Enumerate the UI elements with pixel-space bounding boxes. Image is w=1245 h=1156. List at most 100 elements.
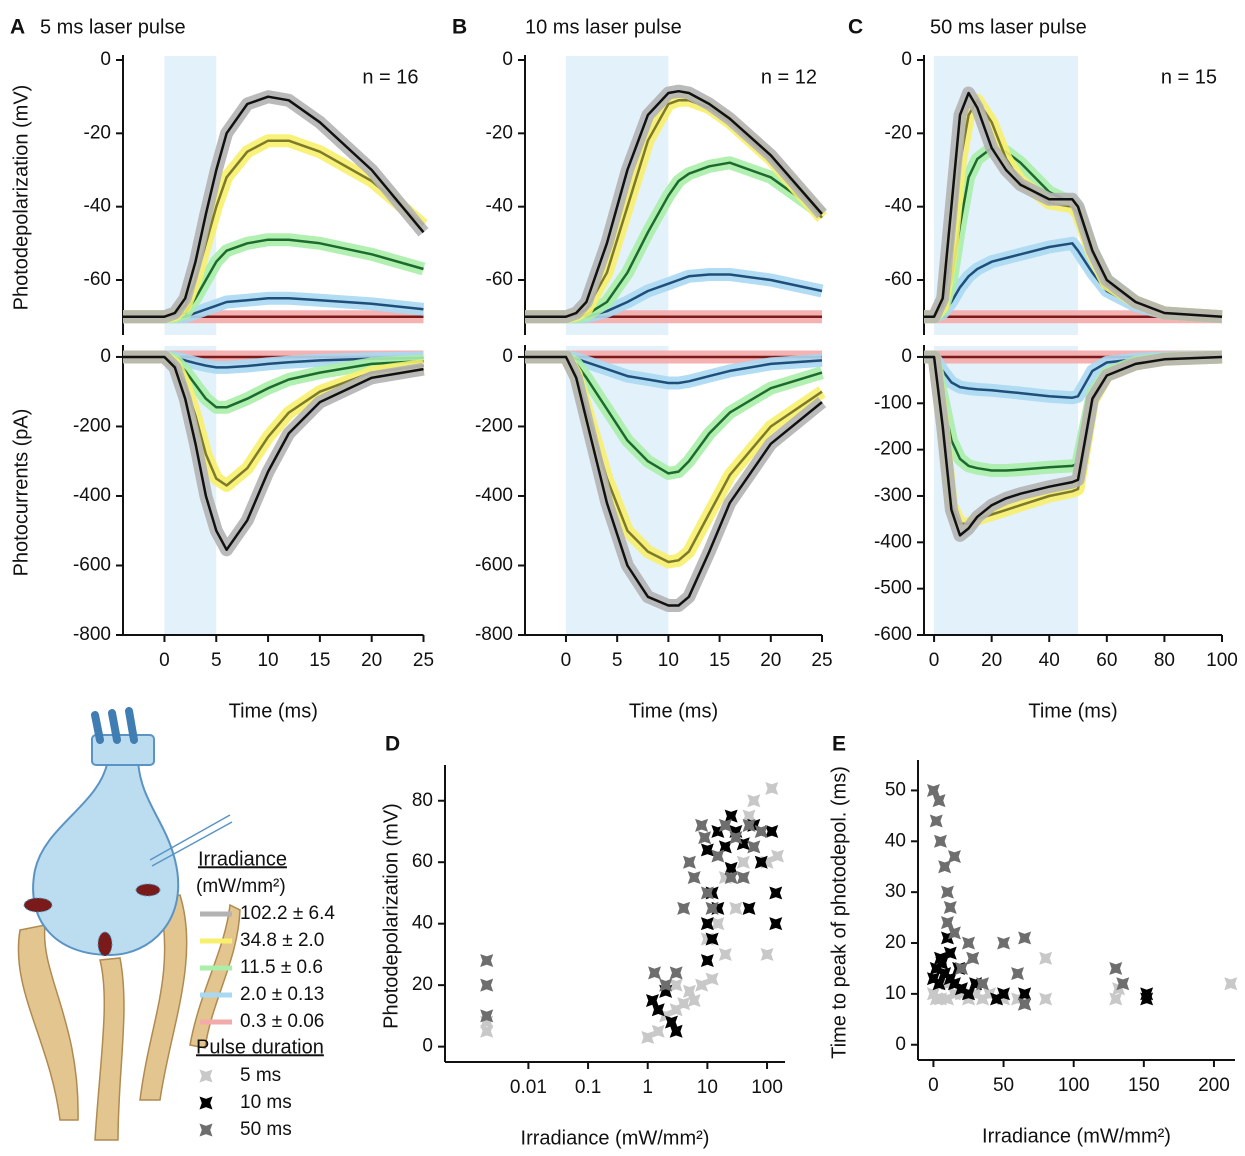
point bbox=[947, 850, 961, 864]
point bbox=[736, 855, 750, 869]
x-tick-label: 40 bbox=[1039, 650, 1060, 671]
y-tick-label: -600 bbox=[73, 555, 111, 576]
x-tick-label: 60 bbox=[1096, 650, 1117, 671]
y-tick-label: -500 bbox=[874, 578, 912, 599]
y-tick-label: 40 bbox=[412, 913, 433, 934]
point bbox=[938, 860, 952, 874]
point bbox=[729, 901, 743, 915]
x-tick-label: 15 bbox=[309, 650, 330, 671]
y-tick-label: -40 bbox=[885, 196, 912, 217]
point bbox=[700, 917, 714, 931]
x-tick-label: 20 bbox=[760, 650, 781, 671]
point bbox=[677, 997, 691, 1011]
point bbox=[997, 936, 1011, 950]
point bbox=[765, 824, 779, 838]
y-tick-label: -600 bbox=[874, 624, 912, 645]
point bbox=[997, 987, 1011, 1001]
point bbox=[926, 783, 940, 797]
point bbox=[1011, 967, 1025, 981]
x-tick-label: 0 bbox=[159, 650, 170, 671]
point bbox=[943, 900, 957, 914]
point bbox=[932, 794, 946, 808]
x-tick-label: 100 bbox=[1206, 650, 1238, 671]
point bbox=[645, 994, 659, 1008]
pulse-legend: Pulse duration 5 ms 10 ms 50 ms bbox=[196, 1036, 324, 1140]
x-tick-label: 25 bbox=[413, 650, 434, 671]
point bbox=[771, 849, 785, 863]
y-tick-label: 60 bbox=[412, 851, 433, 872]
legend-label: 11.5 ± 0.6 bbox=[240, 957, 323, 978]
x-tick-label: 80 bbox=[1154, 650, 1175, 671]
panel-letter: B bbox=[452, 16, 467, 39]
point bbox=[641, 1031, 655, 1044]
dendrite bbox=[17, 924, 79, 1121]
point bbox=[932, 977, 946, 991]
x-axis-label: Irradiance (mW/mm²) bbox=[982, 1125, 1171, 1147]
point bbox=[933, 834, 947, 848]
point bbox=[754, 824, 768, 838]
dendrite bbox=[139, 894, 188, 1101]
point bbox=[1018, 987, 1032, 1001]
y-tick-label: -40 bbox=[84, 196, 111, 217]
y-tick-label: 10 bbox=[885, 983, 906, 1004]
x-tick-label: 100 bbox=[1058, 1075, 1090, 1096]
y-tick-label: -400 bbox=[73, 485, 111, 506]
point bbox=[976, 977, 990, 991]
point bbox=[760, 947, 774, 961]
point bbox=[966, 951, 980, 965]
point bbox=[480, 1009, 494, 1023]
terminal bbox=[97, 931, 113, 957]
y-tick-label: 0 bbox=[502, 346, 513, 367]
point bbox=[648, 966, 662, 980]
point bbox=[687, 994, 701, 1008]
y-axis-label: Photodepolarization (mV) bbox=[380, 803, 402, 1029]
y-tick-label: 20 bbox=[412, 974, 433, 995]
point bbox=[683, 984, 696, 998]
x-tick-label: 0.01 bbox=[510, 1077, 547, 1098]
legend-title: Pulse duration bbox=[196, 1036, 324, 1058]
x-tick-label: 15 bbox=[709, 650, 730, 671]
point bbox=[754, 855, 768, 869]
y-tick-label: 0 bbox=[901, 346, 912, 367]
y-tick-label: -800 bbox=[73, 624, 111, 645]
point bbox=[659, 978, 673, 992]
point bbox=[677, 901, 691, 915]
x-tick-label: 150 bbox=[1128, 1075, 1160, 1096]
dendrite bbox=[94, 957, 125, 1141]
point bbox=[651, 1024, 665, 1038]
point bbox=[1039, 992, 1053, 1006]
y-tick-label: -800 bbox=[475, 624, 513, 645]
y-tick-label: -40 bbox=[486, 196, 513, 217]
point bbox=[1039, 951, 1053, 965]
y-axis-label: Photocurrents (pA) bbox=[10, 409, 32, 577]
series-line bbox=[123, 355, 424, 552]
y-tick-label: 50 bbox=[885, 779, 906, 800]
x-tick-label: 0 bbox=[561, 650, 572, 671]
point bbox=[736, 871, 750, 884]
point bbox=[480, 954, 494, 968]
point bbox=[718, 818, 732, 832]
point bbox=[940, 885, 954, 899]
x-tick-label: 25 bbox=[811, 650, 832, 671]
legend-unit: (mW/mm²) bbox=[196, 876, 286, 897]
panel: 0 10 20 30 40 50 0 50 100 150 200 E Time to peak of … bbox=[828, 733, 1238, 1147]
x-axis-label: Time (ms) bbox=[229, 700, 318, 722]
point bbox=[700, 886, 714, 900]
panel-title: 50 ms laser pulse bbox=[930, 16, 1087, 38]
point bbox=[943, 972, 957, 986]
point bbox=[705, 932, 719, 946]
neck bbox=[91, 734, 155, 766]
annotation: n = 16 bbox=[362, 66, 418, 88]
point bbox=[765, 781, 779, 795]
legend-label: 50 ms bbox=[240, 1119, 292, 1140]
y-tick-label: 0 bbox=[901, 49, 912, 70]
panel-letter: D bbox=[385, 733, 400, 756]
spines bbox=[91, 707, 138, 744]
point bbox=[700, 843, 714, 857]
point bbox=[695, 818, 709, 832]
y-tick-label: -200 bbox=[874, 439, 912, 460]
y-tick-label: -20 bbox=[84, 122, 111, 143]
y-tick-label: -600 bbox=[475, 555, 513, 576]
